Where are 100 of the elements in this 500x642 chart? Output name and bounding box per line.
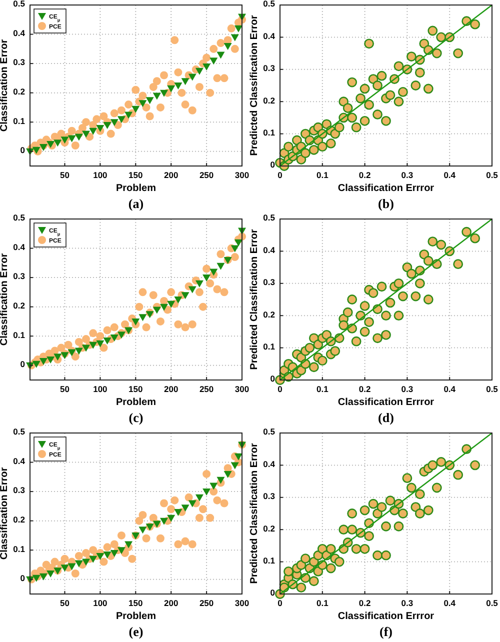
point bbox=[39, 358, 48, 365]
point bbox=[89, 556, 98, 563]
point bbox=[132, 318, 140, 326]
point bbox=[103, 551, 112, 558]
point bbox=[167, 300, 176, 308]
y-axis-title: Classification Error bbox=[0, 39, 10, 132]
y-tick-label: 0.3 bbox=[13, 57, 26, 68]
point bbox=[117, 547, 126, 554]
point bbox=[188, 500, 196, 508]
point bbox=[152, 92, 161, 100]
point bbox=[167, 85, 176, 92]
point bbox=[54, 354, 62, 361]
y-axis-title: Predicted Classification Error bbox=[249, 443, 260, 584]
text: (e) bbox=[128, 624, 144, 639]
x-axis-title: Problem bbox=[116, 183, 156, 194]
point bbox=[195, 68, 204, 75]
point bbox=[210, 268, 218, 276]
y-tick-label: 0.5 bbox=[263, 426, 276, 437]
point bbox=[82, 558, 90, 566]
point bbox=[32, 574, 40, 582]
y-tick-label: 0.4 bbox=[263, 244, 276, 255]
point bbox=[210, 58, 218, 65]
point bbox=[89, 342, 98, 349]
point bbox=[96, 340, 104, 348]
y-tick-label: 0 bbox=[270, 588, 276, 598]
point bbox=[74, 560, 83, 568]
text: (a) bbox=[128, 196, 144, 211]
point bbox=[224, 470, 232, 478]
point bbox=[216, 52, 225, 59]
point bbox=[160, 518, 168, 525]
x-axis-title: Problem bbox=[116, 611, 156, 622]
point bbox=[68, 563, 76, 570]
point bbox=[216, 262, 225, 270]
point bbox=[117, 116, 126, 124]
y-tick-label: 0.3 bbox=[13, 271, 26, 282]
x-axis-title: Classification Errror bbox=[338, 611, 434, 622]
point bbox=[96, 124, 104, 132]
x-tick-label: 0.2 bbox=[358, 384, 371, 394]
point bbox=[39, 573, 48, 580]
y-tick-label: 0.2 bbox=[263, 309, 276, 320]
x-tick-label: 0 bbox=[278, 598, 283, 608]
x-axis-title: Classification Errror bbox=[338, 183, 434, 194]
x-tick-label: 150 bbox=[128, 170, 144, 180]
y-tick-label: 0.2 bbox=[263, 523, 276, 534]
x-tick-label: 0.1 bbox=[316, 170, 329, 180]
point bbox=[146, 311, 154, 318]
text: (d) bbox=[378, 410, 394, 425]
point bbox=[202, 488, 211, 496]
y-tick-label: 0.1 bbox=[13, 330, 26, 340]
x-tick-label: 0.1 bbox=[316, 598, 329, 608]
y-tick-label: 0.5 bbox=[263, 0, 276, 9]
x-tick-label: 250 bbox=[199, 598, 214, 608]
y-axis-title: Classification Error bbox=[0, 253, 10, 346]
text: (c) bbox=[128, 410, 144, 425]
x-tick-label: 250 bbox=[199, 170, 214, 180]
y-tick-label: 0.3 bbox=[263, 63, 276, 74]
point bbox=[152, 306, 161, 314]
x-tick-label: 100 bbox=[93, 170, 108, 180]
point bbox=[138, 314, 147, 322]
point bbox=[160, 90, 168, 97]
y-tick-label: 0.3 bbox=[13, 485, 26, 496]
point bbox=[167, 514, 176, 522]
y-tick-label: 0.2 bbox=[13, 300, 26, 311]
point bbox=[117, 332, 126, 339]
x-tick-label: 0.4 bbox=[444, 598, 456, 608]
y-tick-label: 0.2 bbox=[13, 86, 26, 97]
x-tick-label: 0.2 bbox=[358, 598, 371, 608]
y-tick-label: 0.4 bbox=[13, 456, 26, 466]
point bbox=[89, 128, 98, 135]
point bbox=[230, 462, 239, 470]
y-tick-label: 0.4 bbox=[263, 30, 276, 41]
x-tick-label: 50 bbox=[60, 384, 70, 394]
point bbox=[60, 352, 69, 360]
y-tick-label: 0.1 bbox=[263, 128, 276, 138]
point bbox=[210, 482, 218, 490]
point bbox=[138, 526, 147, 534]
text: (b) bbox=[378, 196, 394, 211]
y-tick-label: 0.1 bbox=[263, 556, 276, 566]
y-tick-label: 0 bbox=[20, 359, 26, 370]
x-tick-label: 0.3 bbox=[401, 170, 414, 180]
x-tick-label: 0.5 bbox=[486, 598, 498, 608]
x-tick-label: 200 bbox=[164, 598, 178, 608]
y-tick-label: 0 bbox=[20, 573, 26, 584]
x-tick-label: 0.3 bbox=[401, 384, 414, 394]
x-tick-label: 100 bbox=[93, 598, 108, 608]
point bbox=[181, 504, 190, 512]
point bbox=[124, 112, 133, 119]
y-tick-label: 0 bbox=[20, 145, 26, 156]
point bbox=[160, 304, 168, 311]
point bbox=[74, 348, 83, 355]
point bbox=[174, 509, 182, 516]
x-tick-label: 300 bbox=[234, 170, 250, 180]
y-axis-title: Classification Error bbox=[0, 467, 10, 560]
x-tick-label: 0.5 bbox=[486, 384, 498, 394]
y-tick-label: 0 bbox=[270, 374, 276, 384]
point bbox=[96, 552, 104, 560]
x-tick-label: 0 bbox=[278, 384, 283, 394]
point bbox=[181, 292, 190, 300]
x-tick-label: 200 bbox=[164, 384, 178, 394]
y-tick-label: 0.5 bbox=[13, 212, 26, 223]
